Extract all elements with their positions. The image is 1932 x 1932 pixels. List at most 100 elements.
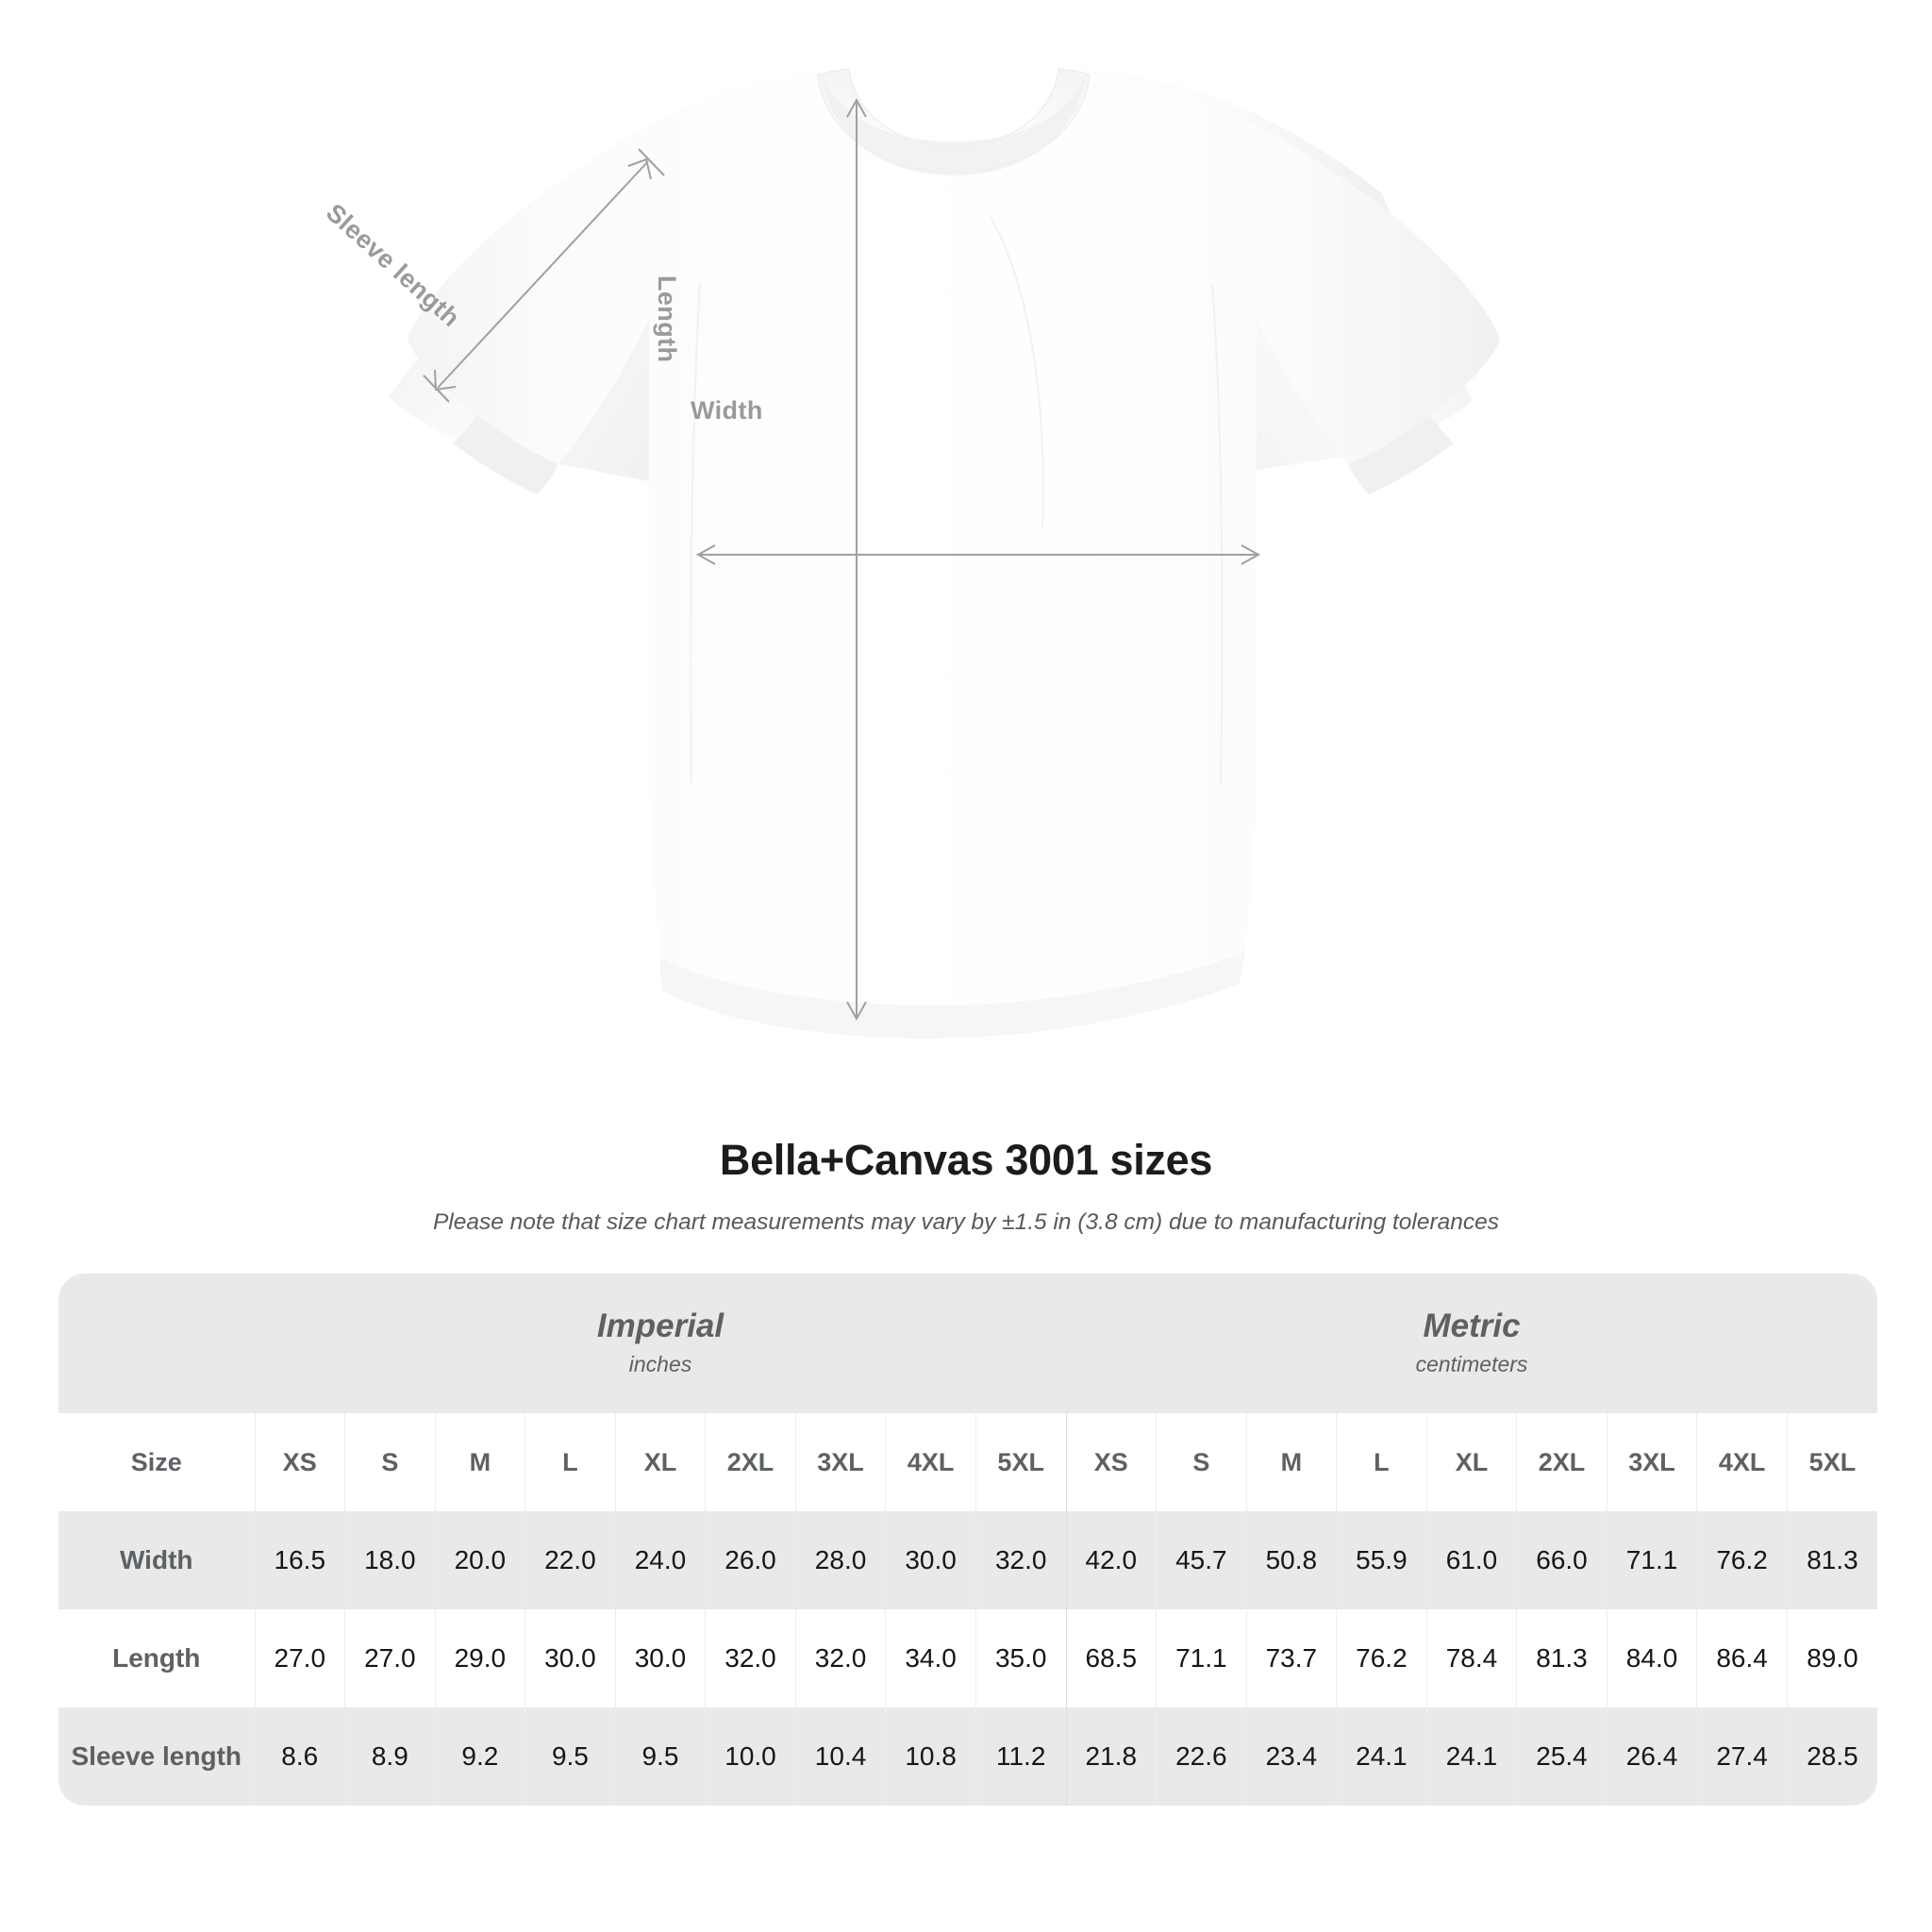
cell-metric: 78.4 <box>1425 1609 1517 1707</box>
cell-imperial: 26.0 <box>705 1511 796 1609</box>
cell-imperial: 27.0 <box>344 1609 436 1707</box>
cell-imperial: 29.0 <box>434 1609 525 1707</box>
cell-metric: 68.5 <box>1065 1609 1157 1707</box>
cell-imperial: 20.0 <box>434 1511 525 1609</box>
size-header-metric-s: S <box>1156 1413 1247 1511</box>
cell-imperial: 27.0 <box>254 1609 345 1707</box>
cell-metric: 28.5 <box>1786 1707 1877 1806</box>
cell-metric: 76.2 <box>1696 1511 1788 1609</box>
size-header-imperial-5xl: 5XL <box>974 1413 1066 1511</box>
unit-group-sublabel: inches <box>628 1352 692 1377</box>
cell-metric: 24.1 <box>1425 1707 1517 1806</box>
cell-imperial: 30.0 <box>885 1511 976 1609</box>
cell-imperial: 35.0 <box>974 1609 1066 1707</box>
cell-imperial: 11.2 <box>974 1707 1066 1806</box>
cell-metric: 55.9 <box>1336 1511 1427 1609</box>
cell-imperial: 16.5 <box>254 1511 345 1609</box>
cell-metric: 73.7 <box>1245 1609 1337 1707</box>
unit-group-sublabel: centimeters <box>1415 1352 1528 1377</box>
cell-metric: 23.4 <box>1245 1707 1337 1806</box>
cell-imperial: 32.0 <box>794 1609 886 1707</box>
row-label-length: Length <box>58 1609 255 1707</box>
tshirt-diagram: Sleeve length Length Width <box>320 68 1500 1039</box>
cell-metric: 50.8 <box>1245 1511 1337 1609</box>
cell-imperial: 8.9 <box>344 1707 436 1806</box>
cell-metric: 26.4 <box>1606 1707 1697 1806</box>
length-label: Length <box>653 275 681 363</box>
width-label: Width <box>691 396 763 425</box>
fabric-folds <box>690 216 1224 784</box>
size-chart-table-wrapper: Imperial inches Metric centimeters Size XS S M L… <box>58 1274 1877 1806</box>
cell-metric: 71.1 <box>1156 1609 1247 1707</box>
size-header-metric-3xl: 3XL <box>1606 1413 1697 1511</box>
size-header-imperial-s: S <box>344 1413 436 1511</box>
row-label-sleeve-length: Sleeve length <box>58 1707 255 1806</box>
page-title: Bella+Canvas 3001 sizes <box>719 1136 1213 1184</box>
tolerance-note: Please note that size chart measurements… <box>432 1208 1500 1235</box>
unit-group-name: Imperial <box>596 1307 724 1344</box>
cell-imperial: 9.5 <box>614 1707 706 1806</box>
cell-imperial: 9.2 <box>434 1707 525 1806</box>
size-header-imperial-l: L <box>525 1413 616 1511</box>
cell-metric: 42.0 <box>1065 1511 1157 1609</box>
cell-metric: 61.0 <box>1425 1511 1517 1609</box>
cell-metric: 84.0 <box>1606 1609 1697 1707</box>
size-header-metric-5xl: 5XL <box>1786 1413 1877 1511</box>
cell-imperial: 22.0 <box>525 1511 616 1609</box>
unit-group-metric: Metric centimeters <box>1066 1274 1877 1413</box>
tshirt-illustration <box>389 68 1500 1039</box>
cell-imperial: 10.4 <box>794 1707 886 1806</box>
size-header-imperial-m: M <box>434 1413 525 1511</box>
unit-group-name: Metric <box>1423 1307 1521 1344</box>
size-header-imperial-xs: XS <box>254 1413 345 1511</box>
cell-imperial: 34.0 <box>885 1609 976 1707</box>
left-cuff <box>453 415 558 494</box>
cell-imperial: 32.0 <box>705 1609 796 1707</box>
cell-imperial: 10.0 <box>705 1707 796 1806</box>
right-cuff <box>1348 415 1454 494</box>
neck-opening <box>823 75 1085 175</box>
dimension-lines <box>423 97 1261 1022</box>
cell-metric: 45.7 <box>1156 1511 1247 1609</box>
size-header-metric-xs: XS <box>1065 1413 1157 1511</box>
title-block: Bella+Canvas 3001 sizes Please note that… <box>0 1137 1932 1236</box>
cell-imperial: 30.0 <box>525 1609 616 1707</box>
cell-metric: 81.3 <box>1786 1511 1877 1609</box>
cell-metric: 71.1 <box>1606 1511 1697 1609</box>
size-header-metric-l: L <box>1336 1413 1427 1511</box>
row-label-width: Width <box>58 1511 255 1609</box>
width-dimension <box>695 544 1261 565</box>
cell-imperial: 32.0 <box>974 1511 1066 1609</box>
cell-metric: 89.0 <box>1786 1609 1877 1707</box>
cell-imperial: 28.0 <box>794 1511 886 1609</box>
cell-metric: 27.4 <box>1696 1707 1788 1806</box>
cell-metric: 66.0 <box>1516 1511 1607 1609</box>
cell-metric: 21.8 <box>1065 1707 1157 1806</box>
cell-metric: 86.4 <box>1696 1609 1788 1707</box>
cell-metric: 81.3 <box>1516 1609 1607 1707</box>
size-header-imperial-3xl: 3XL <box>794 1413 886 1511</box>
size-header-imperial-xl: XL <box>614 1413 706 1511</box>
size-header-imperial-2xl: 2XL <box>705 1413 796 1511</box>
table-row: Length 27.0 27.0 29.0 30.0 30.0 32.0 32.0 34.0 35… <box>58 1609 1877 1707</box>
size-header-imperial-4xl: 4XL <box>885 1413 976 1511</box>
size-header-metric-4xl: 4XL <box>1696 1413 1788 1511</box>
size-header-metric-m: M <box>1245 1413 1337 1511</box>
cell-imperial: 24.0 <box>614 1511 706 1609</box>
cell-metric: 22.6 <box>1156 1707 1247 1806</box>
cell-imperial: 9.5 <box>525 1707 616 1806</box>
cell-metric: 25.4 <box>1516 1707 1607 1806</box>
cell-imperial: 18.0 <box>344 1511 436 1609</box>
unit-group-row: Imperial inches Metric centimeters <box>58 1274 1877 1413</box>
cell-imperial: 10.8 <box>885 1707 976 1806</box>
bottom-hem <box>660 951 1245 1039</box>
size-header-metric-xl: XL <box>1425 1413 1517 1511</box>
cell-metric: 76.2 <box>1336 1609 1427 1707</box>
cell-imperial: 30.0 <box>614 1609 706 1707</box>
size-header-row: Size XS S M L XL 2XL 3XL 4XL 5XL XS S M L XL 2XL 3XL 4XL 5… <box>58 1413 1877 1511</box>
unit-group-imperial: Imperial inches <box>255 1274 1066 1413</box>
length-dimension <box>846 97 867 1022</box>
size-header-label: Size <box>58 1413 255 1511</box>
size-chart-table: Imperial inches Metric centimeters Size XS S M L… <box>58 1274 1877 1806</box>
